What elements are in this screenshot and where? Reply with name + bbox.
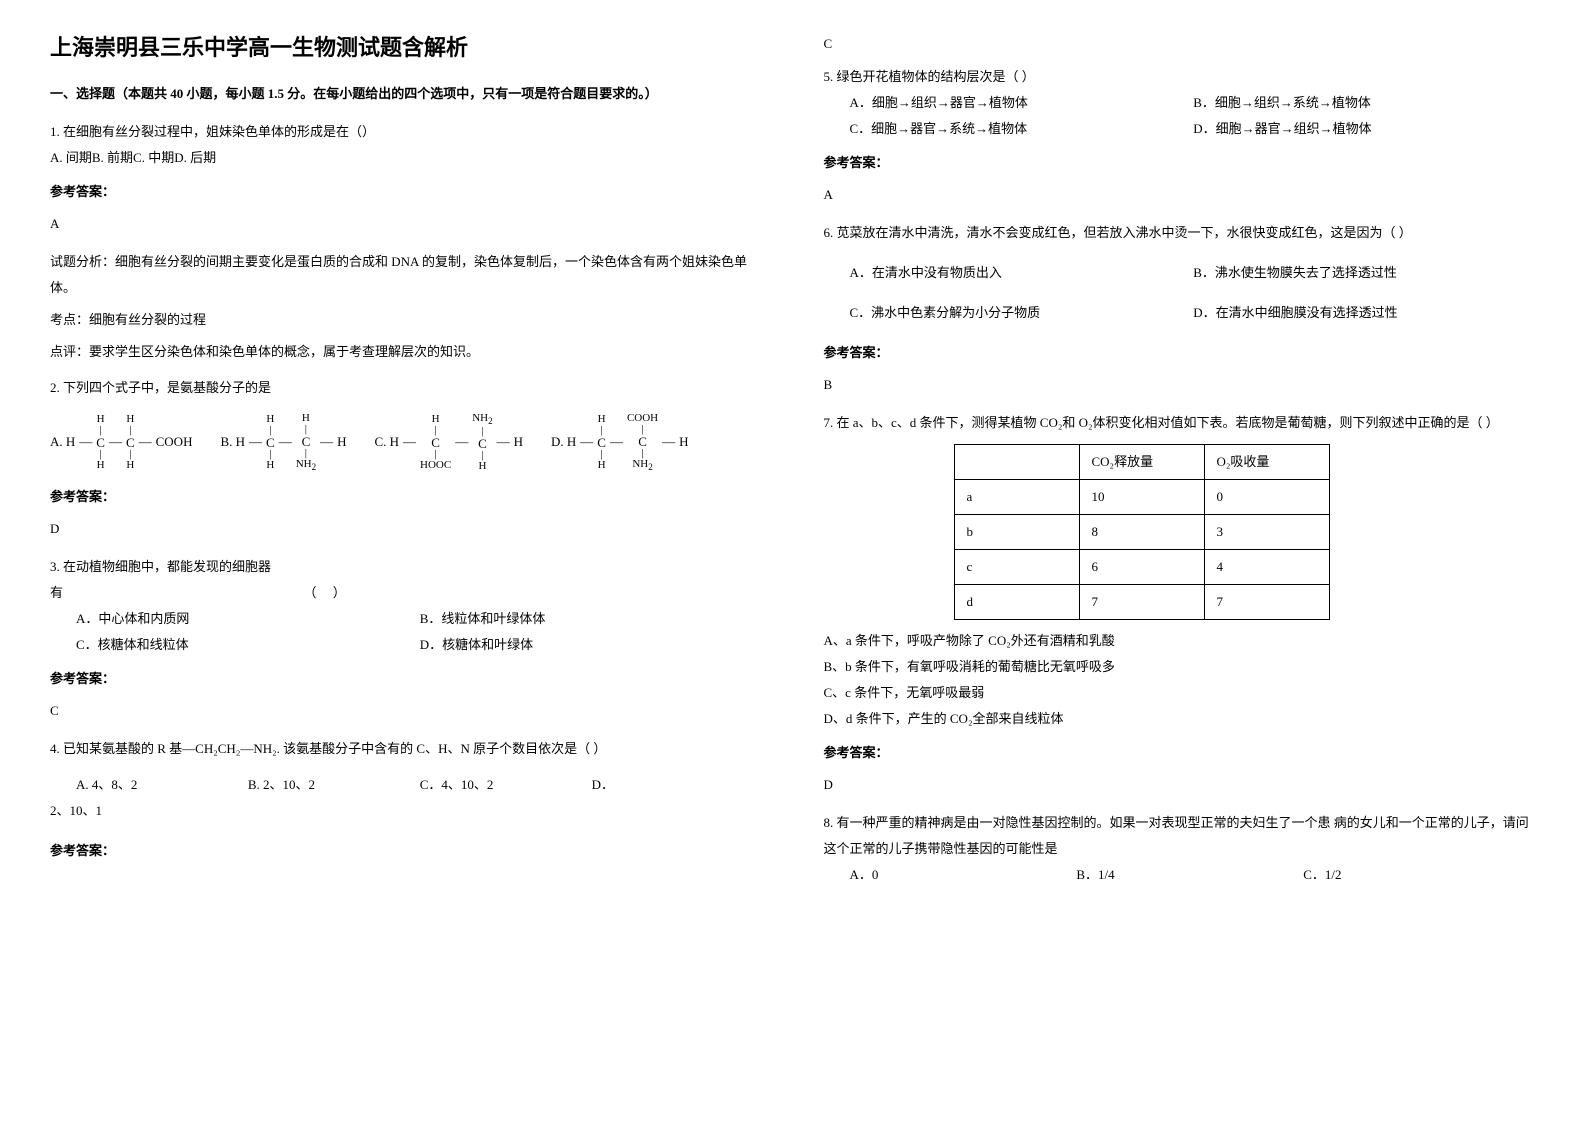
q7-cell: 7 xyxy=(1079,585,1204,620)
question-4: 4. 已知某氨基酸的 R 基—CH₂CH₂—NH₂. 该氨基酸分子中含有的 C、… xyxy=(50,736,764,864)
q3-answer: C xyxy=(50,698,764,724)
q4-opt-a: A. 4、8、2 xyxy=(76,772,248,798)
q8-opt-c: C．1/2 xyxy=(1303,862,1530,888)
document-title: 上海崇明县三乐中学高一生物测试题含解析 xyxy=(50,30,764,62)
q2-answer-label: 参考答案： xyxy=(50,484,764,510)
q4-answer-label: 参考答案： xyxy=(50,838,764,864)
q1-analysis-3: 点评：要求学生区分染色体和染色单体的概念，属于考查理解层次的知识。 xyxy=(50,339,764,365)
q5-opt-c: C．细胞→器官→系统→植物体 xyxy=(850,116,1194,142)
table-row: b 8 3 xyxy=(954,515,1329,550)
q6-opt-b: B．沸水使生物膜失去了选择透过性 xyxy=(1193,260,1537,286)
q8-opt-a: A．0 xyxy=(850,862,1077,888)
q6-answer-label: 参考答案： xyxy=(824,340,1538,366)
q1-options: A. 间期B. 前期C. 中期D. 后期 xyxy=(50,145,764,171)
q7-cell: d xyxy=(954,585,1079,620)
q3-opt-a: A．中心体和内质网 xyxy=(76,606,420,632)
question-3: 3. 在动植物细胞中，都能发现的细胞器 有 （ ） A．中心体和内质网 B．线粒… xyxy=(50,554,764,724)
q7-opt-b: B、b 条件下，有氧呼吸消耗的葡萄糖比无氧呼吸多 xyxy=(824,654,1538,680)
section-header: 一、选择题（本题共 40 小题，每小题 1.5 分。在每小题给出的四个选项中，只… xyxy=(50,82,764,107)
q2-opt-b: B. H— H|C|H — H|C|NH2 —H xyxy=(220,413,346,472)
q6-opt-d: D．在清水中细胞膜没有选择透过性 xyxy=(1193,300,1537,326)
q8-stem: 8. 有一种严重的精神病是由一对隐性基因控制的。如果一对表现型正常的夫妇生了一个… xyxy=(824,810,1538,862)
q7-answer: D xyxy=(824,772,1538,798)
q3-answer-label: 参考答案： xyxy=(50,666,764,692)
q7-cell: 10 xyxy=(1079,480,1204,515)
q3-opt-c: C．核糖体和线粒体 xyxy=(76,632,420,658)
q7-opt-c: C、c 条件下，无氧呼吸最弱 xyxy=(824,680,1538,706)
q2-formula-row: A. H— H|C|H — H|C|H —COOH B. H— H|C|H — … xyxy=(50,413,764,472)
q2-opt-c: C. H— H|C|HOOC — NH2|C|H —H xyxy=(374,413,523,472)
q3-stem-1: 3. 在动植物细胞中，都能发现的细胞器 xyxy=(50,554,764,580)
q3-opt-b: B．线粒体和叶绿体体 xyxy=(420,606,764,632)
q7-opt-a: A、a 条件下，呼吸产物除了 CO₂外还有酒精和乳酸 xyxy=(824,628,1538,654)
right-column: C 5. 绿色开花植物体的结构层次是（ ） A．细胞→组织→器官→植物体 B．细… xyxy=(824,30,1538,898)
q7-table: CO₂释放量 O₂吸收量 a 10 0 b 8 3 c 6 4 xyxy=(954,444,1330,620)
question-5: 5. 绿色开花植物体的结构层次是（ ） A．细胞→组织→器官→植物体 B．细胞→… xyxy=(824,64,1538,208)
q7-cell: 4 xyxy=(1204,550,1329,585)
q5-opt-a: A．细胞→组织→器官→植物体 xyxy=(850,90,1194,116)
table-row: CO₂释放量 O₂吸收量 xyxy=(954,445,1329,480)
q4-opt-d-tail: 2、10、1 xyxy=(50,798,764,824)
q7-cell: a xyxy=(954,480,1079,515)
table-row: a 10 0 xyxy=(954,480,1329,515)
question-7: 7. 在 a、b、c、d 条件下，测得某植物 CO₂和 O₂体积变化相对值如下表… xyxy=(824,410,1538,798)
q7-th-2: O₂吸收量 xyxy=(1204,445,1329,480)
question-2: 2. 下列四个式子中，是氨基酸分子的是 A. H— H|C|H — H|C|H … xyxy=(50,375,764,542)
table-row: d 7 7 xyxy=(954,585,1329,620)
q7-cell: 0 xyxy=(1204,480,1329,515)
question-8: 8. 有一种严重的精神病是由一对隐性基因控制的。如果一对表现型正常的夫妇生了一个… xyxy=(824,810,1538,888)
q4-opt-c: C．4、10、2 xyxy=(420,772,592,798)
q7-stem: 7. 在 a、b、c、d 条件下，测得某植物 CO₂和 O₂体积变化相对值如下表… xyxy=(824,410,1538,436)
q3-opt-d: D．核糖体和叶绿体 xyxy=(420,632,764,658)
q2-opt-d: D. H— H|C|H — COOH|C|NH2 —H xyxy=(551,413,689,472)
q7-opt-d: D、d 条件下，产生的 CO₂全部来自线粒体 xyxy=(824,706,1538,732)
q2-stem: 2. 下列四个式子中，是氨基酸分子的是 xyxy=(50,375,764,401)
q7-th-1: CO₂释放量 xyxy=(1079,445,1204,480)
q5-opt-d: D．细胞→器官→组织→植物体 xyxy=(1193,116,1537,142)
q6-answer: B xyxy=(824,372,1538,398)
question-6: 6. 苋菜放在清水中清洗，清水不会变成红色，但若放入沸水中烫一下，水很快变成红色… xyxy=(824,220,1538,398)
q7-cell: c xyxy=(954,550,1079,585)
q4-opt-b: B. 2、10、2 xyxy=(248,772,420,798)
q3-stem-2: 有 （ ） xyxy=(50,580,764,606)
q1-analysis-2: 考点：细胞有丝分裂的过程 xyxy=(50,307,764,333)
q7-th-0 xyxy=(954,445,1079,480)
q2-opt-a: A. H— H|C|H — H|C|H —COOH xyxy=(50,414,192,471)
q7-cell: 3 xyxy=(1204,515,1329,550)
q4-opt-d-prefix: D． xyxy=(592,772,764,798)
q5-answer-label: 参考答案： xyxy=(824,150,1538,176)
q7-answer-label: 参考答案： xyxy=(824,740,1538,766)
q7-cell: 6 xyxy=(1079,550,1204,585)
q7-cell: 8 xyxy=(1079,515,1204,550)
q5-stem: 5. 绿色开花植物体的结构层次是（ ） xyxy=(824,64,1538,90)
q6-stem: 6. 苋菜放在清水中清洗，清水不会变成红色，但若放入沸水中烫一下，水很快变成红色… xyxy=(824,220,1538,246)
q8-opt-b: B．1/4 xyxy=(1076,862,1303,888)
q1-answer-label: 参考答案： xyxy=(50,179,764,205)
q7-cell: b xyxy=(954,515,1079,550)
q6-opt-a: A．在清水中没有物质出入 xyxy=(850,260,1194,286)
q7-cell: 7 xyxy=(1204,585,1329,620)
q6-opt-c: C．沸水中色素分解为小分子物质 xyxy=(850,300,1194,326)
q4-stem: 4. 已知某氨基酸的 R 基—CH₂CH₂—NH₂. 该氨基酸分子中含有的 C、… xyxy=(50,736,764,762)
q2-answer: D xyxy=(50,516,764,542)
q1-analysis-1: 试题分析：细胞有丝分裂的间期主要变化是蛋白质的合成和 DNA 的复制，染色体复制… xyxy=(50,249,764,301)
q1-answer: A xyxy=(50,211,764,237)
q5-opt-b: B．细胞→组织→系统→植物体 xyxy=(1193,90,1537,116)
left-column: 上海崇明县三乐中学高一生物测试题含解析 一、选择题（本题共 40 小题，每小题 … xyxy=(50,30,764,898)
q4-answer: C xyxy=(824,36,1538,52)
q5-answer: A xyxy=(824,182,1538,208)
q1-stem: 1. 在细胞有丝分裂过程中，姐妹染色单体的形成是在（） xyxy=(50,119,764,145)
question-1: 1. 在细胞有丝分裂过程中，姐妹染色单体的形成是在（） A. 间期B. 前期C.… xyxy=(50,119,764,365)
table-row: c 6 4 xyxy=(954,550,1329,585)
